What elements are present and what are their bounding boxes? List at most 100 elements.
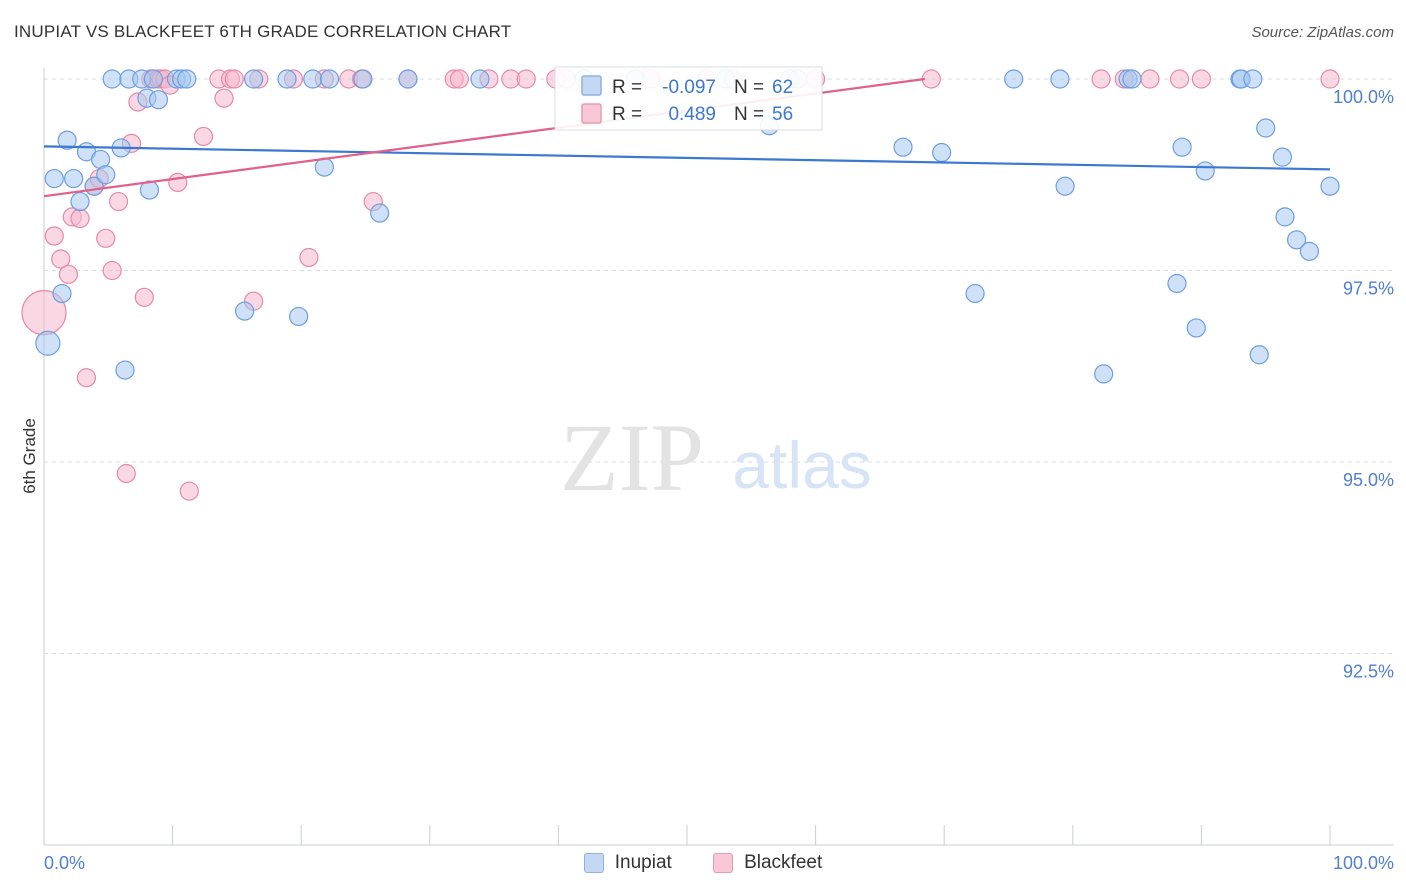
axes: [43, 68, 1394, 846]
inupiat-point: [102, 69, 122, 89]
y-axis-label: 6th Grade: [20, 418, 39, 494]
blackfeet-point: [51, 249, 71, 269]
y-tick-label: 100.0%: [1333, 87, 1394, 107]
inupiat-point: [63, 168, 84, 189]
inupiat-point: [370, 203, 390, 223]
watermark-atlas: atlas: [732, 428, 871, 502]
blackfeet-point: [134, 287, 154, 307]
inupiat-point: [115, 360, 135, 380]
inupiat-point: [470, 69, 490, 89]
blackfeet-point: [193, 126, 214, 147]
inupiat-point: [277, 69, 297, 89]
inupiat-point: [44, 168, 64, 189]
inupiat-point: [1286, 230, 1307, 250]
inupiat-point: [1186, 318, 1206, 338]
stats-r-label-inupiat: R =: [612, 77, 642, 98]
inupiat-point: [289, 306, 309, 327]
y-tick-label: 92.5%: [1343, 662, 1394, 682]
blackfeet-point: [76, 368, 97, 388]
inupiat-point: [244, 69, 264, 89]
inupiat-point: [1094, 364, 1114, 384]
stats-r-value-inupiat: -0.097: [662, 77, 716, 98]
legend-item-inupiat[interactable]: Inupiat: [583, 852, 672, 874]
grid-lines: [44, 78, 1394, 654]
watermark: ZIP atlas: [560, 404, 872, 511]
inupiat-point: [96, 165, 116, 185]
stats-swatch-inupiat: [581, 75, 602, 96]
stats-swatch-blackfeet: [581, 103, 602, 124]
legend-label-blackfeet: Blackfeet: [744, 852, 823, 873]
inupiat-point: [1320, 176, 1340, 196]
inupiat-points: [35, 69, 1340, 384]
blackfeet-point: [70, 208, 90, 229]
inupiat-point: [1299, 241, 1320, 261]
legend-item-blackfeet[interactable]: Blackfeet: [713, 852, 822, 874]
inupiat-point: [965, 283, 985, 304]
blackfeet-point: [168, 172, 188, 193]
inupiat-point: [35, 330, 61, 356]
inupiat-point: [148, 90, 169, 110]
legend-label-inupiat: Inupiat: [614, 852, 672, 873]
inupiat-point: [353, 69, 373, 89]
inupiat-point: [143, 69, 163, 89]
inupiat-point: [1249, 345, 1269, 365]
legend-swatch-inupiat: [583, 853, 604, 873]
y-tick-label: 95.0%: [1343, 470, 1394, 490]
blackfeet-point: [921, 69, 941, 89]
blackfeet-point: [44, 226, 64, 246]
legend: Inupiat Blackfeet: [0, 852, 1406, 879]
blackfeet-point: [224, 69, 244, 89]
inupiat-point: [1275, 207, 1295, 227]
inupiat-point: [57, 130, 77, 150]
blackfeet-point: [1091, 69, 1111, 89]
y-tick-label: 97.5%: [1343, 279, 1394, 299]
x-tick-label-right: 100.0%: [1333, 853, 1394, 873]
blackfeet-point: [299, 247, 319, 268]
blackfeet-point: [1191, 69, 1212, 89]
stats-r-value-blackfeet: 0.489: [668, 104, 716, 125]
inupiat-point: [1243, 69, 1263, 89]
blackfeet-point: [116, 463, 136, 484]
inupiat-point: [177, 69, 197, 89]
inupiat-point: [1195, 161, 1215, 181]
legend-swatch-blackfeet: [713, 853, 734, 873]
inupiat-point: [1004, 69, 1024, 89]
stats-n-value-blackfeet: 56: [772, 104, 793, 125]
inupiat-trend-line: [43, 145, 1331, 171]
stats-box: R = -0.097 N = 62 R = 0.489 N = 56: [554, 66, 823, 131]
stats-n-value-inupiat: 62: [772, 77, 793, 98]
inupiat-point: [52, 283, 72, 304]
inupiat-point: [1272, 147, 1293, 167]
blackfeet-point: [1320, 69, 1340, 89]
y-tick-labels: 100.0% 97.5% 95.0% 92.5%: [1333, 87, 1394, 682]
chart-title: INUPIAT VS BLACKFEET 6TH GRADE CORRELATI…: [14, 22, 512, 41]
blackfeet-point: [108, 191, 129, 212]
blackfeet-point: [516, 69, 536, 89]
inupiat-point: [398, 69, 418, 89]
inupiat-point: [70, 191, 90, 212]
stats-n-label-blackfeet: N =: [734, 104, 764, 125]
inupiat-point: [1167, 273, 1187, 294]
inupiat-point: [319, 69, 340, 89]
blackfeet-point: [96, 228, 116, 248]
source-credit: Source: ZipAtlas.com: [1251, 24, 1394, 41]
inupiat-point: [235, 301, 255, 321]
inupiat-point: [1050, 69, 1070, 89]
blackfeet-point: [58, 264, 79, 284]
blackfeet-point: [1169, 69, 1190, 89]
blackfeet-point: [214, 88, 234, 108]
inupiat-point: [1256, 118, 1276, 138]
blackfeet-point: [179, 481, 199, 501]
inupiat-point: [893, 137, 913, 157]
blackfeet-point: [102, 260, 122, 281]
stats-n-label-inupiat: N =: [734, 77, 764, 98]
watermark-zip: ZIP: [560, 404, 704, 511]
inupiat-point: [1055, 176, 1075, 196]
inupiat-point: [932, 142, 952, 163]
inupiat-point: [1172, 137, 1192, 157]
inupiat-point: [1122, 69, 1142, 89]
blackfeet-point: [449, 69, 469, 89]
blackfeet-point: [1140, 69, 1160, 89]
inupiat-point: [303, 69, 323, 89]
